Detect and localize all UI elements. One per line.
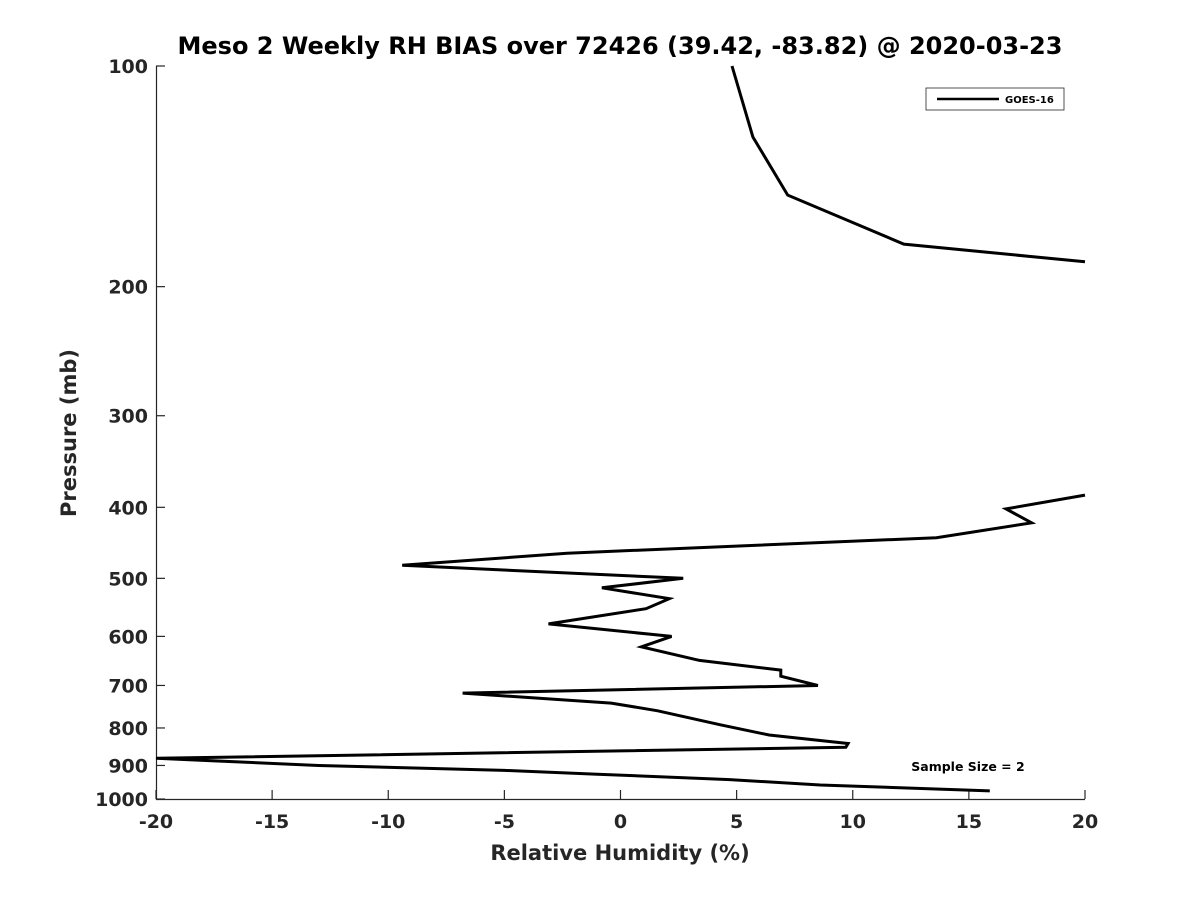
y-tick-label: 700 xyxy=(108,675,148,697)
y-tick-label: 600 xyxy=(108,626,148,648)
y-axis-ticks: 100 200 300 400 500 600 700 800 900 1000 xyxy=(95,56,165,811)
x-tick-label: 20 xyxy=(1072,811,1098,833)
sample-size-annotation: Sample Size = 2 xyxy=(911,759,1024,774)
y-tick-label: 200 xyxy=(108,277,148,299)
x-tick-label: 10 xyxy=(840,811,866,833)
axes xyxy=(155,66,1085,801)
legend: GOES-16 xyxy=(925,87,1065,111)
series-line-goes-16 xyxy=(730,65,1086,264)
series-lines xyxy=(155,65,1086,793)
x-tick-label: 0 xyxy=(614,811,627,833)
x-tick-label: -20 xyxy=(139,811,173,833)
x-tick-label: -15 xyxy=(255,811,289,833)
y-tick-label: 100 xyxy=(108,56,148,78)
y-tick-label: 300 xyxy=(108,406,148,428)
chart-title: Meso 2 Weekly RH BIAS over 72426 (39.42,… xyxy=(178,32,1063,60)
x-axis-ticks: -20 -15 -10 -5 0 5 10 15 20 xyxy=(139,790,1098,833)
x-tick-label: 15 xyxy=(956,811,982,833)
series-line-goes-16 xyxy=(155,493,1086,793)
y-tick-label: 800 xyxy=(108,718,148,740)
y-tick-label: 500 xyxy=(108,568,148,590)
y-tick-label: 400 xyxy=(108,497,148,519)
x-axis-label: Relative Humidity (%) xyxy=(490,841,749,865)
x-tick-label: -10 xyxy=(371,811,405,833)
x-tick-label: 5 xyxy=(730,811,743,833)
y-tick-label: 900 xyxy=(108,755,148,777)
x-tick-label: -5 xyxy=(494,811,515,833)
y-axis-label: Pressure (mb) xyxy=(57,349,81,517)
legend-entry-label: GOES-16 xyxy=(1005,95,1054,106)
y-tick-label: 1000 xyxy=(95,789,148,811)
